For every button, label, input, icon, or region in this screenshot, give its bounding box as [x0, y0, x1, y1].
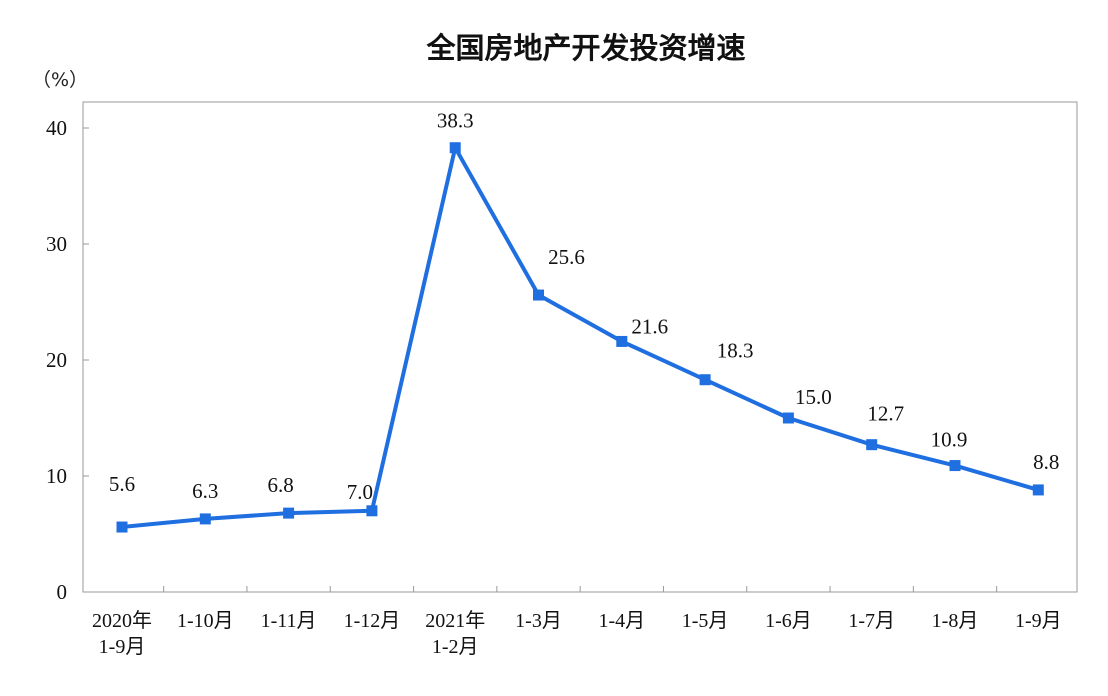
data-value-label: 38.3	[437, 109, 474, 133]
data-value-label: 25.6	[548, 245, 585, 269]
data-labels: 5.6 6.3 6.8 7.0 38.3 25.6 21.6 18.3 15.0 12.7 10.9…	[109, 109, 1060, 504]
y-unit-label: （%）	[32, 69, 88, 91]
data-value-label: 7.0	[347, 480, 373, 504]
data-value-label: 12.7	[867, 402, 904, 426]
data-value-label: 6.8	[267, 473, 293, 497]
data-point-marker	[199, 513, 211, 525]
x-tick-label: 1-5月	[682, 610, 729, 632]
series-line	[116, 142, 1044, 533]
data-point-marker	[699, 374, 711, 386]
y-tick-label: 0	[57, 580, 68, 604]
data-point-marker	[449, 142, 461, 154]
data-value-label: 10.9	[931, 428, 968, 452]
data-point-marker	[616, 335, 628, 347]
data-point-marker	[866, 439, 878, 451]
y-tick-label: 20	[46, 348, 67, 372]
x-tick-label: 1-2月	[432, 636, 479, 658]
data-point-marker	[366, 505, 378, 517]
data-point-marker	[949, 460, 961, 472]
data-point-marker	[533, 289, 544, 301]
x-tick-label: 1-12月	[344, 610, 401, 632]
x-tick-label: 1-9月	[99, 636, 146, 658]
data-value-label: 21.6	[631, 314, 668, 338]
chart-title: 全国房地产开发投资增速	[425, 31, 745, 65]
data-point-marker	[782, 412, 794, 424]
series-polyline	[121, 145, 1039, 529]
y-tick-label: 40	[46, 116, 67, 140]
x-tick-label: 1-4月	[598, 610, 645, 632]
x-tick-label: 2020年	[92, 609, 152, 632]
data-value-label: 15.0	[795, 385, 832, 409]
y-tick-label: 10	[46, 464, 67, 488]
data-value-label: 18.3	[717, 339, 754, 363]
data-point-marker	[283, 507, 295, 519]
x-tick-label: 1-3月	[515, 610, 562, 632]
x-tick-label: 2021年	[425, 609, 485, 632]
x-tick-label: 1-7月	[848, 610, 895, 632]
x-tick-label: 1-6月	[765, 610, 812, 632]
y-tick-label: 30	[46, 232, 67, 256]
x-tick-label: 1-8月	[932, 610, 979, 632]
y-axis: 0 10 20 30 40	[46, 116, 89, 604]
x-tick-label: 1-9月	[1015, 610, 1062, 632]
data-point-marker	[1032, 484, 1044, 496]
x-tick-label: 1-11月	[261, 610, 317, 632]
data-value-label: 5.6	[109, 472, 135, 496]
data-value-label: 8.8	[1033, 450, 1059, 474]
x-axis: 2020年 1-9月 1-10月 1-11月 1-12月 2021年 1-2月 1-3月 1-4…	[92, 586, 1062, 658]
data-point-marker	[116, 521, 128, 533]
data-value-label: 6.3	[192, 479, 218, 503]
x-tick-label: 1-10月	[177, 610, 234, 632]
